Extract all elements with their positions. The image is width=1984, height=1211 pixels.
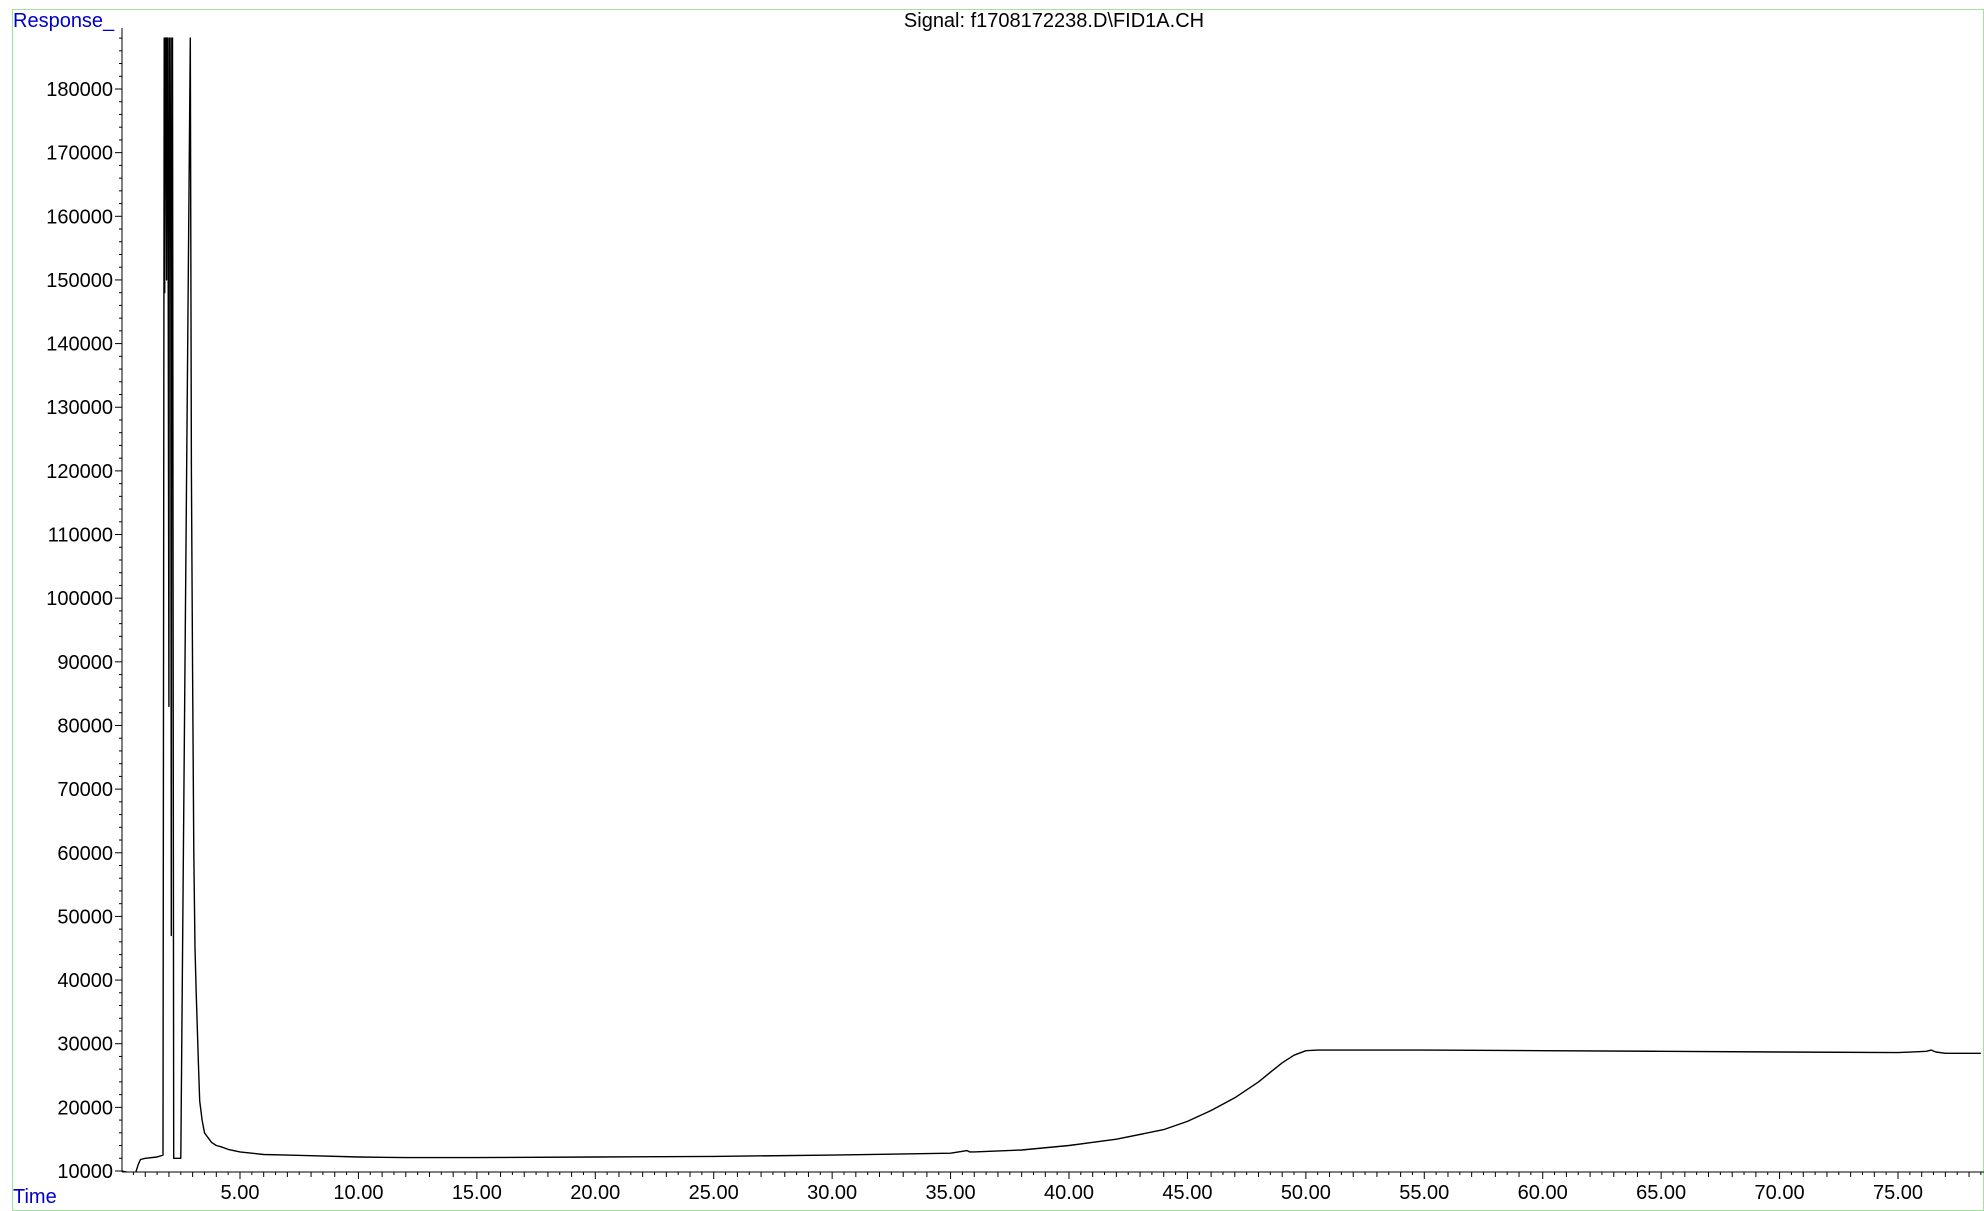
- y-tick-label: 40000: [57, 970, 113, 992]
- x-tick-label: 55.00: [1399, 1182, 1449, 1204]
- y-tick-label: 60000: [57, 843, 113, 865]
- x-tick-label: 60.00: [1518, 1182, 1568, 1204]
- y-tick-label: 10000: [57, 1161, 113, 1183]
- x-tick-label: 30.00: [807, 1182, 857, 1204]
- y-axis-label: Response_: [13, 10, 115, 32]
- y-tick-label: 160000: [46, 206, 113, 228]
- x-tick-label: 70.00: [1755, 1182, 1805, 1204]
- y-tick-label: 70000: [57, 779, 113, 801]
- signal-trace-line: [122, 37, 1981, 1172]
- x-tick-label: 75.00: [1873, 1182, 1923, 1204]
- x-tick-label: 5.00: [221, 1182, 260, 1204]
- y-tick-label: 170000: [46, 143, 113, 165]
- x-tick-label: 50.00: [1281, 1182, 1331, 1204]
- x-tick-label: 40.00: [1044, 1182, 1094, 1204]
- y-tick-label: 30000: [57, 1034, 113, 1056]
- y-tick-label: 180000: [46, 79, 113, 101]
- x-tick-label: 10.00: [333, 1182, 383, 1204]
- x-tick-label: 65.00: [1636, 1182, 1686, 1204]
- x-tick-label: 15.00: [452, 1182, 502, 1204]
- x-tick-label: 25.00: [689, 1182, 739, 1204]
- y-tick-label: 80000: [57, 715, 113, 737]
- y-tick-label: 150000: [46, 270, 113, 292]
- y-tick-label: 20000: [57, 1097, 113, 1119]
- x-tick-label: 20.00: [570, 1182, 620, 1204]
- y-tick-label: 100000: [46, 588, 113, 610]
- chart-title: Signal: f1708172238.D\FID1A.CH: [903, 10, 1205, 32]
- y-tick-label: 120000: [46, 461, 113, 483]
- y-tick-label: 110000: [48, 525, 113, 547]
- x-tick-label: 45.00: [1162, 1182, 1212, 1204]
- y-tick-label: 140000: [46, 334, 113, 356]
- y-tick-label: 50000: [57, 906, 113, 928]
- x-tick-label: 35.00: [926, 1182, 976, 1204]
- x-axis-label: Time: [13, 1186, 57, 1208]
- y-tick-label: 130000: [46, 397, 113, 419]
- y-tick-label: 90000: [57, 652, 113, 674]
